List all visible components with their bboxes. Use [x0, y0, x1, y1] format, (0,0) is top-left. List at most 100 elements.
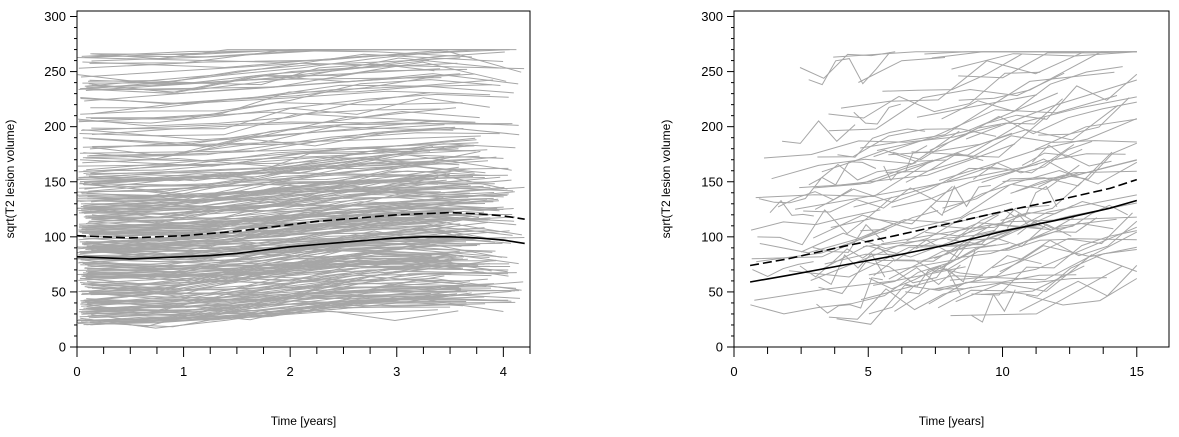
- trajectory-line: [89, 120, 436, 150]
- trajectory-line: [81, 258, 449, 295]
- trajectory-line: [90, 154, 512, 174]
- trajectory-line: [80, 279, 487, 305]
- trajectory-line: [79, 156, 445, 186]
- trajectory-line: [873, 95, 1118, 158]
- trajectory-line: [751, 224, 893, 260]
- trajectory-line: [816, 277, 883, 314]
- trajectory-line: [965, 79, 1137, 140]
- trajectory-line: [868, 194, 1137, 276]
- trajectory-line: [86, 242, 473, 257]
- x-tick-label: 5: [865, 364, 872, 379]
- trajectory-line: [905, 152, 984, 183]
- trajectory-line: [91, 97, 490, 130]
- trajectory-line: [80, 84, 514, 105]
- y-tick-label: 300: [44, 9, 66, 24]
- y-tick-label: 200: [44, 119, 66, 134]
- trajectory-line: [958, 51, 1137, 101]
- trajectory-line: [757, 196, 893, 246]
- trajectory-line: [818, 162, 917, 181]
- trajectory-line: [83, 188, 504, 207]
- trajectory-line: [754, 266, 966, 301]
- trajectory-line: [916, 94, 1038, 118]
- trajectory-line: [77, 161, 436, 180]
- y-tick-label: 0: [59, 340, 66, 355]
- trajectory-line: [1034, 118, 1137, 151]
- trajectory-line: [91, 73, 519, 93]
- trajectory-line: [89, 179, 512, 217]
- trajectory-line: [84, 73, 476, 102]
- trajectory-line: [88, 267, 461, 304]
- trajectory-line: [80, 62, 525, 78]
- trajectory-line: [946, 144, 1075, 182]
- x-tick-label: 15: [1130, 364, 1144, 379]
- trajectory-line: [89, 290, 512, 323]
- x-axis-label: Time [years]: [271, 414, 337, 428]
- individual-trajectories: [750, 51, 1138, 325]
- y-tick-label: 150: [701, 174, 723, 189]
- trajectory-line: [853, 181, 945, 208]
- trajectory-line: [84, 257, 434, 294]
- trajectory-line: [1019, 265, 1138, 312]
- trajectory-line: [84, 247, 496, 274]
- trajectory-line: [79, 149, 488, 179]
- x-tick-label: 0: [730, 364, 737, 379]
- trajectory-line: [89, 212, 472, 240]
- trajectory-line: [942, 161, 1138, 214]
- trajectory-line: [839, 143, 1016, 186]
- trajectory-line: [85, 270, 500, 312]
- trajectory-line: [958, 51, 1137, 79]
- trajectory-line: [836, 255, 1042, 325]
- trajectory-line: [830, 186, 953, 228]
- trajectory-line: [750, 209, 881, 231]
- trajectory-line: [89, 252, 463, 282]
- trajectory-line: [799, 246, 895, 278]
- trajectory-line: [828, 71, 1041, 119]
- trajectory-line: [87, 265, 490, 285]
- trajectory-line: [858, 57, 946, 83]
- trajectory-line: [82, 68, 441, 84]
- trajectory-line: [78, 49, 451, 69]
- trajectory-line: [949, 245, 1137, 281]
- y-tick-label: 200: [701, 119, 723, 134]
- y-tick-label: 150: [44, 174, 66, 189]
- trajectory-line: [82, 248, 490, 268]
- trajectory-line: [78, 137, 476, 173]
- trajectory-line: [885, 135, 1137, 173]
- trajectory-line: [1021, 152, 1112, 167]
- trajectory-line: [92, 221, 446, 248]
- y-tick-label: 50: [709, 284, 723, 299]
- trajectory-line: [881, 216, 1137, 245]
- trajectory-line: [79, 142, 479, 154]
- y-tick-label: 100: [44, 229, 66, 244]
- trajectory-line: [1010, 170, 1137, 194]
- trajectory-line: [91, 299, 509, 326]
- trajectory-line: [78, 156, 497, 201]
- trajectory-line: [1003, 185, 1058, 218]
- chart-panel-2: 0 50 100 150 200 250 300 0 5 10 15 Time [years] sqrt…: [659, 9, 1170, 428]
- trajectory-line: [946, 212, 1133, 271]
- trajectory-line: [894, 277, 1107, 312]
- trajectory-line: [1015, 142, 1137, 193]
- trajectory-line: [814, 167, 1008, 210]
- trajectory-line: [83, 143, 516, 174]
- individual-trajectories: [77, 49, 525, 329]
- trajectory-line: [78, 107, 457, 123]
- trajectory-line: [817, 252, 886, 286]
- trajectory-line: [986, 73, 1138, 124]
- trajectory-line: [853, 103, 901, 125]
- trajectory-line: [83, 259, 447, 301]
- trajectory-line: [891, 153, 1126, 208]
- trajectory-line: [818, 246, 961, 295]
- trajectory-line: [79, 214, 455, 243]
- trajectory-line: [85, 207, 478, 229]
- trajectory-line: [91, 256, 492, 291]
- trajectory-line: [85, 214, 490, 229]
- trajectory-line: [88, 266, 509, 291]
- trajectory-line: [950, 207, 1043, 243]
- x-tick-label: 1: [180, 364, 187, 379]
- trajectory-line: [840, 51, 1085, 109]
- y-axis-label: sqrt(T2 lesion volume): [659, 120, 673, 239]
- trajectory-line: [771, 130, 960, 180]
- mean-curve-dashed: [749, 178, 1138, 267]
- trajectory-line: [814, 117, 1046, 189]
